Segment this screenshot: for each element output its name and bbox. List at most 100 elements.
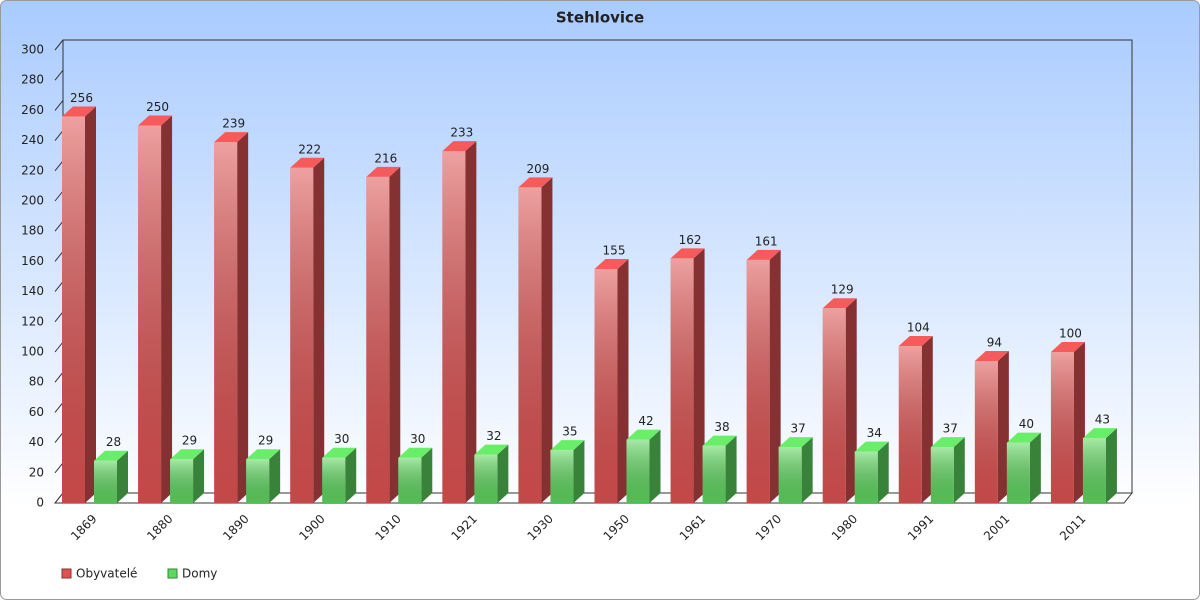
- bar-top: [930, 437, 965, 448]
- tick-mark: [54, 160, 64, 172]
- bar-shine: [670, 258, 694, 503]
- bar-shine: [518, 187, 542, 503]
- value-label: 239: [222, 117, 245, 131]
- y-tick-label: 280: [21, 73, 44, 87]
- bar-side: [649, 429, 661, 503]
- value-label: 30: [410, 432, 425, 446]
- bar-top: [1006, 432, 1041, 443]
- value-label: 38: [714, 420, 729, 434]
- bar-shine: [474, 454, 498, 503]
- tick-mark: [54, 251, 64, 262]
- y-tick-label: 260: [21, 103, 44, 117]
- bar-top: [398, 447, 433, 458]
- value-label: 29: [258, 434, 273, 448]
- y-tick-label: 80: [29, 375, 44, 389]
- bar-side: [541, 177, 553, 503]
- bar-side: [193, 449, 205, 503]
- bar-side: [997, 351, 1009, 503]
- bar-top: [138, 115, 173, 126]
- bar-side: [345, 447, 357, 503]
- bar-top: [214, 132, 249, 143]
- value-label: 216: [374, 151, 397, 165]
- bar-side: [1029, 432, 1041, 503]
- bar-side: [725, 435, 737, 503]
- bar-top: [246, 449, 281, 460]
- tick-mark: [54, 190, 64, 202]
- tick-mark: [54, 69, 64, 81]
- bar-shine: [1082, 438, 1106, 503]
- y-tick-label: 140: [21, 284, 44, 298]
- plot-area: 0 20 40 60 80 100 120 140 160 180 200 220 240 260 280 3…: [21, 39, 1134, 581]
- value-label: 129: [831, 283, 854, 297]
- value-label: 42: [638, 414, 653, 428]
- tick-mark: [54, 492, 64, 504]
- bar-side: [421, 447, 433, 503]
- bar-shine: [594, 268, 618, 503]
- value-label: 30: [334, 432, 349, 446]
- bar-shine: [550, 450, 574, 503]
- bar-top: [778, 437, 813, 448]
- bar-top: [322, 447, 357, 458]
- bar-side: [921, 335, 933, 503]
- value-label: 222: [298, 142, 321, 156]
- bar-side: [85, 106, 96, 503]
- tick-mark: [54, 130, 64, 141]
- bar-side: [877, 441, 889, 503]
- bar-side: [953, 437, 965, 503]
- tick-mark: [54, 402, 64, 413]
- tick-mark: [54, 100, 64, 111]
- y-tick-label: 120: [21, 314, 44, 328]
- bar-top: [94, 450, 128, 461]
- bar-top: [898, 335, 933, 346]
- tick-mark: [54, 462, 64, 474]
- bar-shine: [626, 439, 650, 503]
- bar-side: [769, 249, 781, 503]
- y-tick-label: 160: [21, 254, 44, 268]
- value-label: 162: [679, 233, 702, 247]
- tick-mark: [54, 39, 64, 51]
- bar-shine: [1050, 352, 1074, 503]
- bar-top: [474, 444, 509, 455]
- bar-shine: [94, 460, 117, 503]
- bar-side: [161, 115, 173, 503]
- value-label: 28: [106, 435, 121, 449]
- bar-shine: [138, 125, 162, 503]
- value-label: 37: [791, 422, 806, 436]
- bar-shine: [214, 142, 238, 504]
- value-label: 250: [146, 100, 169, 114]
- y-tick-label: 180: [21, 224, 44, 238]
- legend-label: Obyvatelé: [76, 567, 137, 581]
- bar-side: [389, 166, 401, 503]
- bar-top: [550, 440, 585, 451]
- value-label: 161: [755, 234, 778, 248]
- bar-side: [497, 444, 509, 503]
- bar-side: [1105, 428, 1117, 503]
- tick-mark: [54, 281, 64, 292]
- bar-side: [269, 449, 281, 503]
- chart-title: Stehlovice: [556, 9, 644, 27]
- bar-top: [62, 106, 96, 117]
- y-tick-label: 220: [21, 163, 44, 177]
- bar-top: [626, 429, 661, 440]
- bar-top: [518, 177, 553, 188]
- bar-shine: [246, 459, 270, 503]
- legend-label: Domy: [182, 567, 217, 581]
- bar-top: [594, 258, 629, 269]
- bar-shine: [854, 451, 878, 503]
- bar-shine: [290, 167, 314, 503]
- bar-top: [290, 157, 325, 168]
- bar-side: [237, 132, 249, 504]
- value-label: 100: [1059, 327, 1082, 341]
- tick-mark: [54, 220, 64, 232]
- bar-side: [693, 248, 705, 503]
- bar-side: [313, 157, 325, 503]
- bar-shine: [442, 151, 466, 504]
- bar-top: [746, 249, 781, 260]
- tick-mark: [54, 432, 64, 443]
- y-tick-label: 0: [36, 496, 44, 510]
- bar-top: [1050, 342, 1085, 352]
- bar-top: [366, 166, 401, 177]
- bar-top: [702, 435, 737, 446]
- value-label: 35: [562, 425, 577, 439]
